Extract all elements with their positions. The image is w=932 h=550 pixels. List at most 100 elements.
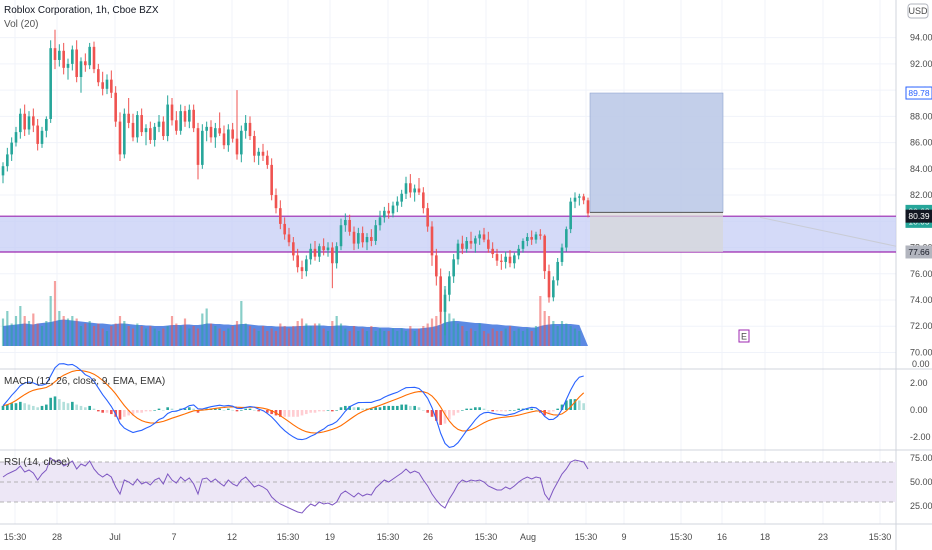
price-tick-label: 74.00 <box>910 295 932 305</box>
volume-bar <box>309 326 312 346</box>
volume-bar <box>209 323 213 346</box>
volume-bar <box>274 331 278 346</box>
candle-body <box>426 208 429 227</box>
macd-histogram-bar <box>352 407 356 410</box>
macd-histogram-bar <box>222 410 226 411</box>
candle-body <box>209 126 213 138</box>
candle-body <box>66 63 70 68</box>
macd-histogram-bar <box>110 410 113 415</box>
price-tick-label: 76.00 <box>910 269 932 279</box>
candle-body <box>131 122 135 138</box>
macd-histogram-bar <box>136 410 139 413</box>
candle-body <box>582 196 585 201</box>
macd-histogram-bar <box>543 410 546 416</box>
candle-body <box>586 200 590 214</box>
macd-histogram-bar <box>582 403 585 410</box>
macd-histogram-bar <box>62 401 65 410</box>
macd-histogram-bar <box>374 407 377 410</box>
volume-bar <box>66 318 70 346</box>
candle-body <box>6 154 9 167</box>
time-tick-label: Jul <box>109 532 121 542</box>
candle-body <box>36 125 39 144</box>
macd-histogram-bar <box>443 410 447 424</box>
volume-bar <box>569 326 572 346</box>
volume-bar <box>339 323 343 346</box>
macd-histogram-bar <box>6 404 9 410</box>
volume-bar <box>296 321 299 346</box>
time-tick-label: 18 <box>760 532 770 542</box>
candle-body <box>71 49 74 64</box>
macd-histogram-bar <box>218 408 221 410</box>
volume-bar <box>62 316 65 346</box>
candle-body <box>318 246 321 257</box>
candle-body <box>101 82 104 89</box>
macd-histogram-bar <box>409 405 412 410</box>
candle-body <box>292 242 295 256</box>
volume-bar <box>500 331 503 346</box>
volume-legend: Vol (20) <box>4 19 39 30</box>
candle-body <box>322 246 325 251</box>
candle-body <box>261 151 265 156</box>
candle-body <box>140 115 143 133</box>
volume-bar <box>504 328 507 346</box>
volume-bar <box>149 326 152 346</box>
price-tick-label: 82.00 <box>910 190 932 200</box>
volume-bar <box>292 326 295 346</box>
volume-bar <box>23 316 26 346</box>
time-tick-label: 7 <box>171 532 176 542</box>
volume-bar <box>127 326 130 346</box>
candle-body <box>19 113 22 133</box>
candle-body <box>136 115 139 138</box>
candle-body <box>27 116 31 130</box>
volume-bar <box>469 328 473 346</box>
volume-bar <box>235 321 239 346</box>
macd-histogram-bar <box>192 408 195 410</box>
candle-body <box>244 122 247 131</box>
macd-histogram-bar <box>40 405 44 410</box>
candle-body <box>543 235 546 272</box>
macd-histogram-bar <box>266 410 269 413</box>
volume-bar <box>188 328 191 346</box>
candle-body <box>552 280 555 298</box>
macd-histogram-bar <box>248 408 252 410</box>
volume-bar <box>578 331 581 346</box>
time-tick-label: 15:30 <box>277 532 300 542</box>
volume-bar <box>105 331 109 346</box>
candle-body <box>153 126 156 140</box>
candle-body <box>478 234 481 239</box>
candle-body <box>469 240 473 244</box>
volume-bar <box>422 326 425 346</box>
volume-bar <box>201 313 204 346</box>
volume-bar <box>370 326 373 346</box>
candle-body <box>487 239 490 249</box>
volume-bar <box>387 331 390 346</box>
macd-histogram-bar <box>318 410 321 412</box>
candle-body <box>348 219 351 232</box>
candle-body <box>521 240 525 249</box>
rsi-tick-label: 25.00 <box>910 501 932 511</box>
volume-bar <box>508 326 512 346</box>
macd-histogram-bar <box>97 410 100 412</box>
volume-bar <box>53 281 57 346</box>
candle-body <box>378 217 382 226</box>
macd-histogram-bar <box>231 410 234 411</box>
volume-bar <box>266 331 269 346</box>
macd-histogram-bar <box>326 410 330 411</box>
time-tick-label: Aug <box>520 532 536 542</box>
macd-histogram-bar <box>435 410 438 421</box>
macd-histogram-bar <box>214 408 217 410</box>
volume-bar <box>136 323 139 346</box>
volume-bar <box>88 321 91 346</box>
macd-histogram-bar <box>400 404 403 410</box>
volume-bar <box>565 323 568 346</box>
macd-histogram-bar <box>123 410 126 417</box>
price-tick-label: 70.00 <box>910 347 932 357</box>
volume-bar <box>413 331 416 346</box>
candle-body <box>396 201 399 206</box>
volume-bar <box>352 326 356 346</box>
macd-histogram-bar <box>370 408 373 410</box>
macd-histogram-bar <box>361 408 364 410</box>
candle-body <box>409 183 412 193</box>
candle-body <box>62 50 65 68</box>
